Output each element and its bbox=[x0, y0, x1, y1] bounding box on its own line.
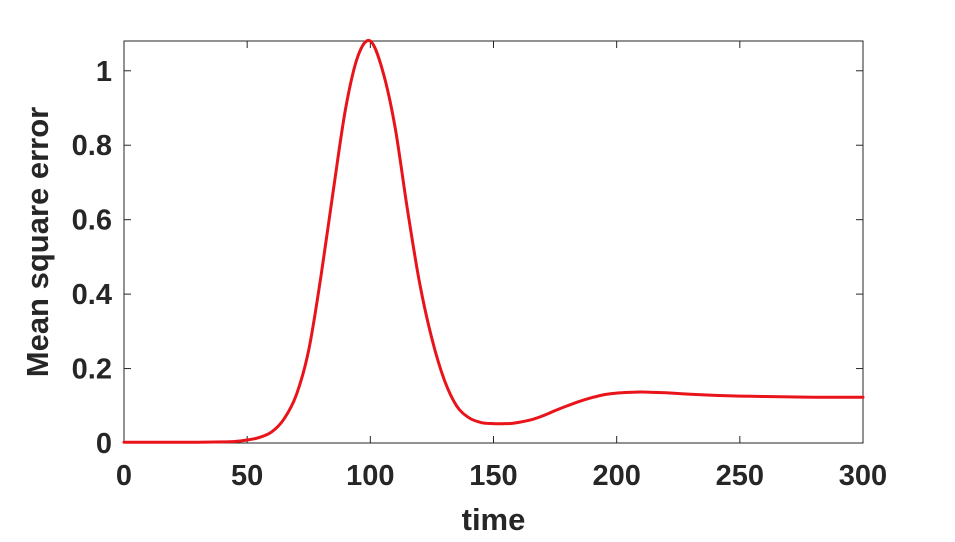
x-axis-label: time bbox=[462, 502, 526, 537]
x-tick-label: 300 bbox=[839, 460, 887, 492]
mse-series-line bbox=[122, 38, 865, 444]
y-axis-label: Mean square error bbox=[20, 107, 55, 378]
x-tick-labels: 0 50 100 150 200 250 300 bbox=[116, 460, 887, 492]
y-tick-label: 1 bbox=[96, 56, 112, 88]
y-tick-label: 0 bbox=[96, 428, 112, 460]
x-tick-label: 250 bbox=[716, 460, 764, 492]
y-tick-label: 0.4 bbox=[72, 279, 112, 311]
x-tick-label: 200 bbox=[592, 460, 640, 492]
x-tick-label: 150 bbox=[469, 460, 517, 492]
x-tick-label: 50 bbox=[231, 460, 263, 492]
y-tick-label: 0.6 bbox=[72, 205, 112, 237]
x-tick-label: 100 bbox=[346, 460, 394, 492]
plot-area bbox=[123, 40, 864, 444]
y-tick-label: 0.2 bbox=[72, 354, 112, 386]
x-tick-label: 0 bbox=[116, 460, 132, 492]
y-tick-label: 0.8 bbox=[72, 130, 112, 162]
y-tick-labels: 0 0.2 0.4 0.6 0.8 1 bbox=[72, 56, 112, 460]
